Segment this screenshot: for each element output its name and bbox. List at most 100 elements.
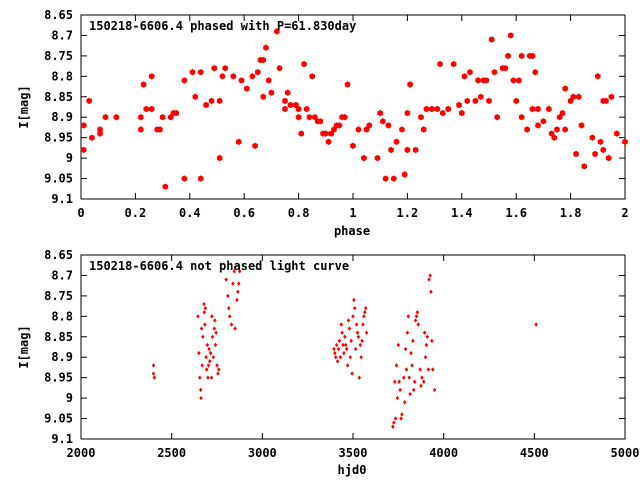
phased-x-tick-label: 0.8 xyxy=(288,206,310,220)
unphased-data-point xyxy=(338,355,343,360)
phased-x-tick-label: 0.2 xyxy=(125,206,147,220)
unphased-data-point xyxy=(432,387,437,393)
unphased-data-point xyxy=(534,322,538,327)
unphased-data-point xyxy=(407,375,411,380)
phased-data-point xyxy=(197,69,204,76)
phased-data-point xyxy=(295,105,302,113)
unphased-data-point xyxy=(336,346,341,352)
phased-data-point xyxy=(608,93,615,100)
unphased-y-tick-label: 8.65 xyxy=(44,248,73,262)
phased-data-point xyxy=(404,109,411,117)
phased-data-point xyxy=(325,138,332,145)
phased-data-point xyxy=(361,154,367,162)
phased-data-point xyxy=(483,77,490,84)
unphased-data-point xyxy=(392,379,397,384)
phased-data-point xyxy=(600,146,606,154)
unphased-data-point xyxy=(152,375,157,380)
unphased-data-point xyxy=(402,375,406,380)
phased-y-tick-label: 8.7 xyxy=(51,28,73,42)
phased-data-point xyxy=(546,105,552,113)
unphased-data-point xyxy=(426,367,431,372)
phased-data-point xyxy=(573,150,579,158)
phased-data-point xyxy=(260,93,266,100)
unphased-data-point xyxy=(350,371,354,376)
unphased-data-point xyxy=(427,277,431,282)
phased-x-tick-label: 0.6 xyxy=(233,206,255,220)
phased-data-point xyxy=(252,142,258,149)
phased-data-point xyxy=(287,101,294,109)
unphased-x-tick-label: 4500 xyxy=(520,446,549,460)
phased-data-point xyxy=(306,114,313,121)
unphased-data-point xyxy=(214,330,218,335)
unphased-data-point xyxy=(353,346,358,352)
unphased-data-point xyxy=(235,297,239,303)
unphased-data-point xyxy=(210,334,215,339)
phased-data-point xyxy=(97,130,103,137)
unphased-data-point xyxy=(364,330,369,335)
phased-data-point xyxy=(535,122,541,129)
phased-data-point xyxy=(148,73,155,80)
unphased-data-point xyxy=(394,363,399,368)
phased-data-point xyxy=(532,69,538,76)
unphased-data-point xyxy=(212,326,217,331)
unphased-data-point xyxy=(207,346,211,352)
phased-data-point xyxy=(589,134,596,141)
unphased-data-point xyxy=(151,363,156,368)
phased-y-tick-label: 8.95 xyxy=(44,131,73,145)
phased-data-point xyxy=(173,109,179,117)
phased-data-point xyxy=(518,52,525,60)
unphased-y-axis-title: I[mag] xyxy=(17,325,31,368)
unphased-data-point xyxy=(206,363,211,368)
unphased-data-point xyxy=(410,363,414,368)
phased-data-point xyxy=(295,114,302,121)
unphased-data-point xyxy=(399,416,403,421)
phased-data-point xyxy=(524,126,530,133)
phased-data-point xyxy=(138,126,144,133)
phased-data-point xyxy=(540,118,547,125)
unphased-y-tick-label: 8.9 xyxy=(51,350,73,364)
unphased-data-point xyxy=(408,391,412,397)
phased-data-point xyxy=(276,65,283,72)
phased-data-point xyxy=(423,105,430,113)
phased-x-tick-label: 2 xyxy=(621,206,628,220)
phased-data-point xyxy=(102,114,109,121)
unphased-data-point xyxy=(358,342,363,348)
phased-y-axis-title: I[mag] xyxy=(17,85,31,128)
unphased-data-point xyxy=(210,314,214,319)
phased-y-tick-label: 8.8 xyxy=(51,69,73,83)
unphased-data-point xyxy=(334,355,338,360)
phased-data-point xyxy=(450,60,457,68)
phased-data-point xyxy=(578,122,585,129)
phased-data-point xyxy=(219,73,226,80)
unphased-data-point xyxy=(332,346,336,352)
phased-data-point xyxy=(464,97,470,105)
unphased-y-tick-label: 8.7 xyxy=(51,268,73,282)
phased-data-point xyxy=(309,73,315,80)
phased-data-point xyxy=(597,138,604,145)
unphased-data-point xyxy=(198,387,203,393)
unphased-data-point xyxy=(229,322,234,327)
unphased-data-point xyxy=(232,269,236,274)
phased-plot-title: 150218-6606.4 phased with P=61.830day xyxy=(89,19,356,33)
unphased-data-point xyxy=(346,318,351,323)
unphased-data-point xyxy=(396,342,401,348)
phased-panel: 0 0.2 0.4 0.6 0.8 1 1.2 1.4 1.6 1.8 2 8.658.78.758… xyxy=(17,8,629,238)
phased-data-point xyxy=(268,89,275,96)
unphased-x-tick-label: 3000 xyxy=(248,446,277,460)
phased-data-point xyxy=(203,101,209,109)
phased-data-point xyxy=(445,105,451,113)
unphased-data-point xyxy=(233,326,237,331)
phased-data-point xyxy=(255,69,261,76)
phased-data-point xyxy=(505,52,511,60)
phased-data-point xyxy=(502,65,509,72)
phased-data-point xyxy=(181,175,188,182)
unphased-x-tick-label: 2000 xyxy=(67,446,96,460)
phased-x-ticks: 0 0.2 0.4 0.6 0.8 1 1.2 1.4 1.6 1.8 2 xyxy=(77,15,629,220)
unphased-data-point xyxy=(357,375,362,380)
unphased-data-point xyxy=(418,367,422,372)
phased-data-point xyxy=(434,105,441,113)
unphased-data-point xyxy=(213,318,217,323)
phased-y-tick-label: 8.75 xyxy=(44,49,73,63)
unphased-data-point xyxy=(227,314,232,319)
